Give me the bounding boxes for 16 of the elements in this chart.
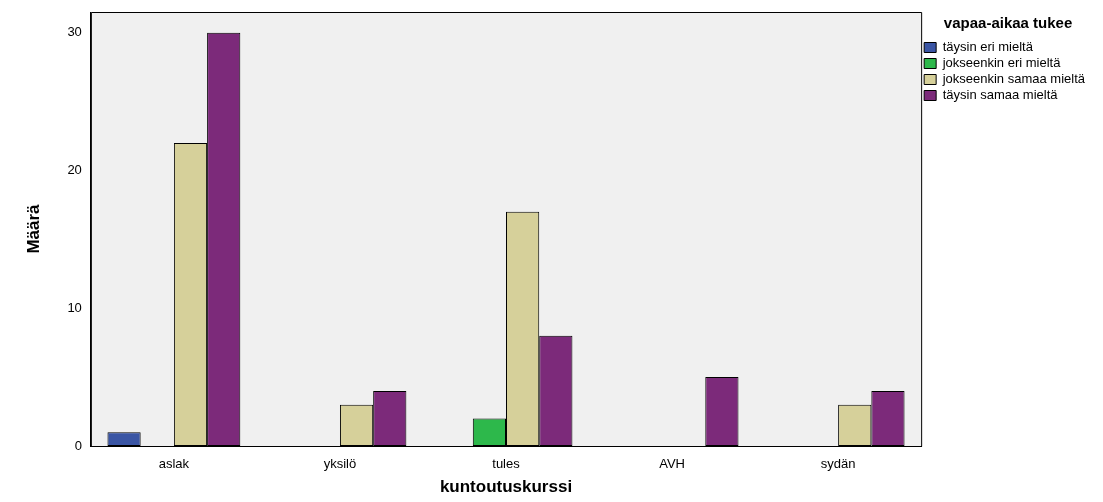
legend-label: jokseenkin eri mieltä xyxy=(941,55,1062,71)
legend-label: täysin eri mieltä xyxy=(942,39,1034,55)
legend-label: täysin samaa mieltä xyxy=(942,87,1059,103)
legend-title: vapaa-aikaa tukee xyxy=(943,13,1073,31)
y-axis-title: Määrä xyxy=(23,203,43,254)
x-tick-label: yksilö xyxy=(323,456,357,472)
x-tick-label: aslak xyxy=(158,456,190,472)
x-tick-label: sydän xyxy=(820,456,856,472)
x-tick-label: AVH xyxy=(659,456,685,472)
x-axis-title: kuntoutuskurssi xyxy=(439,477,573,497)
y-tick-label: 10 xyxy=(67,299,82,315)
y-tick-label: 0 xyxy=(74,437,82,453)
y-tick-label: 30 xyxy=(67,24,82,40)
y-tick-label: 20 xyxy=(67,162,82,178)
x-tick-label: tules xyxy=(492,456,521,472)
legend-label: jokseenkin samaa mieltä xyxy=(941,71,1086,87)
